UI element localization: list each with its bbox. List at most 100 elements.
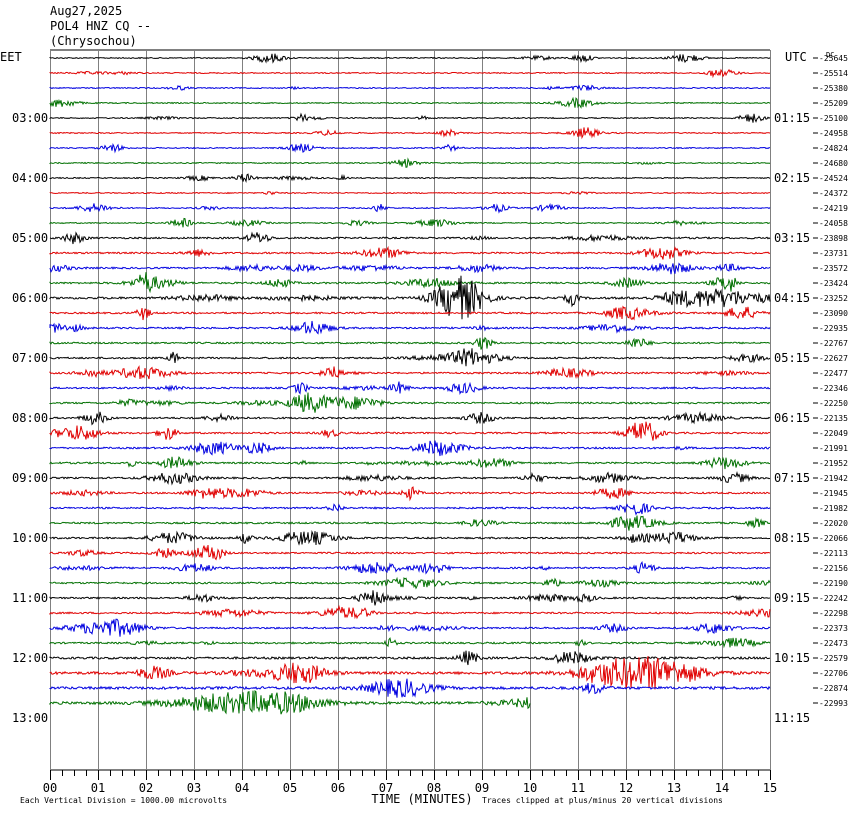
trace-row <box>49 217 771 228</box>
right-hour-label: 03:15 <box>774 231 810 245</box>
trace-row <box>49 392 771 413</box>
grid <box>50 49 771 771</box>
trace-row <box>49 53 771 64</box>
dc-offset-label: -22874 <box>819 684 848 693</box>
dc-offset-label: -22066 <box>819 534 848 543</box>
left-hour-label: 09:00 <box>12 471 48 485</box>
trace-row <box>49 272 771 294</box>
trace-row <box>49 203 771 214</box>
header-station: POL4 HNZ CQ -- <box>50 19 152 33</box>
trace-row <box>49 127 771 140</box>
left-hour-label: 13:00 <box>12 711 48 725</box>
trace-row <box>49 678 771 698</box>
x-tick-label: 01 <box>91 781 105 795</box>
header-date: Aug27,2025 <box>50 4 123 18</box>
trace-row <box>49 245 771 260</box>
header-location: (Chrysochou) <box>50 34 137 48</box>
right-hour-label: 06:15 <box>774 411 810 425</box>
trace-row <box>49 410 771 426</box>
x-tick-label: 04 <box>235 781 249 795</box>
trace-row <box>49 68 770 79</box>
trace-row <box>49 84 771 92</box>
dc-offset-label: -21945 <box>819 489 848 498</box>
left-hour-label: 06:00 <box>12 291 48 305</box>
dc-offset-label: -24524 <box>819 174 848 183</box>
dc-offset-label: -24058 <box>819 219 848 228</box>
dc-offset-label: -25514 <box>819 69 848 78</box>
x-tick-label: 00 <box>43 781 57 795</box>
right-hour-label: 08:15 <box>774 531 810 545</box>
trace-row <box>49 515 771 531</box>
dc-offset-label: -21982 <box>819 504 848 513</box>
footer-clip-note: Traces clipped at plus/minus 20 vertical… <box>482 796 723 805</box>
dc-header-label: DC <box>826 51 834 59</box>
trace-row <box>49 365 771 380</box>
trace-row <box>49 262 771 275</box>
dc-offset-label: -24824 <box>819 144 848 153</box>
trace-row <box>49 656 771 690</box>
trace-row <box>49 336 771 350</box>
left-hour-label: 10:00 <box>12 531 48 545</box>
dc-offset-label: -21942 <box>819 474 848 483</box>
trace-row <box>49 305 771 321</box>
right-hour-label: 11:15 <box>774 711 810 725</box>
left-hour-label: 04:00 <box>12 171 48 185</box>
trace-row <box>49 231 771 245</box>
trace-row <box>49 604 771 620</box>
dc-offset-label: -21952 <box>819 459 848 468</box>
dc-offset-label: -22473 <box>819 639 848 648</box>
timezone-left-label: EET <box>0 50 22 64</box>
dc-offset-label: -22049 <box>819 429 848 438</box>
dc-offset-label: -22579 <box>819 654 848 663</box>
x-tick-label: 06 <box>331 781 345 795</box>
dc-offset-label: -25380 <box>819 84 848 93</box>
x-axis: 00 01 02 03 04 05 06 07 08 09 10 11 12 13 14 15 TIME (MI… <box>20 770 777 806</box>
left-hour-label: 05:00 <box>12 231 48 245</box>
trace-row <box>49 637 771 649</box>
dc-offset-label: -22190 <box>819 579 848 588</box>
trace-row <box>49 421 771 441</box>
trace-row <box>49 320 771 335</box>
dc-offset-label: -24372 <box>819 189 848 198</box>
dc-offset-label: -22993 <box>819 699 848 708</box>
x-tick-label: 14 <box>715 781 729 795</box>
trace-row <box>49 486 771 502</box>
trace-row <box>49 545 771 561</box>
x-axis-title: TIME (MINUTES) <box>371 792 472 806</box>
right-hour-label: 09:15 <box>774 591 810 605</box>
dc-offset-label: -22477 <box>819 369 848 378</box>
timezone-right-label: UTC <box>785 50 807 64</box>
dc-offset-label: -22767 <box>819 339 848 348</box>
dc-offset-label: -22156 <box>819 564 848 573</box>
x-tick-label: 12 <box>619 781 633 795</box>
trace-row <box>49 560 771 575</box>
dc-offset-label: -22242 <box>819 594 848 603</box>
footer-scale-note: Each Vertical Division = 1000.00 microvo… <box>20 796 227 805</box>
x-tick-label: 15 <box>763 781 777 795</box>
dc-offset-label: -23898 <box>819 234 848 243</box>
right-hour-label: 01:15 <box>774 111 810 125</box>
x-tick-label: 09 <box>475 781 489 795</box>
dc-offset-label: -22135 <box>819 414 848 423</box>
dc-offset-label: -22250 <box>819 399 848 408</box>
dc-offset-label: -22298 <box>819 609 848 618</box>
x-tick-label: 05 <box>283 781 297 795</box>
labels-group: -25645 -25514 -25380 -25209 -25100 -24958 -248… <box>0 50 848 725</box>
dc-offset-label: -23252 <box>819 294 848 303</box>
dc-offset-label: -22020 <box>819 519 848 528</box>
trace-row <box>49 440 771 457</box>
x-tick-label: 03 <box>187 781 201 795</box>
x-tick-label: 08 <box>427 781 441 795</box>
dc-offset-label: -22627 <box>819 354 848 363</box>
trace-row <box>49 190 771 196</box>
left-hour-label: 07:00 <box>12 351 48 365</box>
trace-row <box>49 275 771 320</box>
dc-offset-label: -21991 <box>819 444 848 453</box>
trace-row <box>49 590 771 606</box>
dc-offset-label: -25100 <box>819 114 848 123</box>
right-hour-label: 10:15 <box>774 651 810 665</box>
trace-row <box>49 530 770 546</box>
dc-offset-label: -25209 <box>819 99 848 108</box>
left-hour-label: 08:00 <box>12 411 48 425</box>
